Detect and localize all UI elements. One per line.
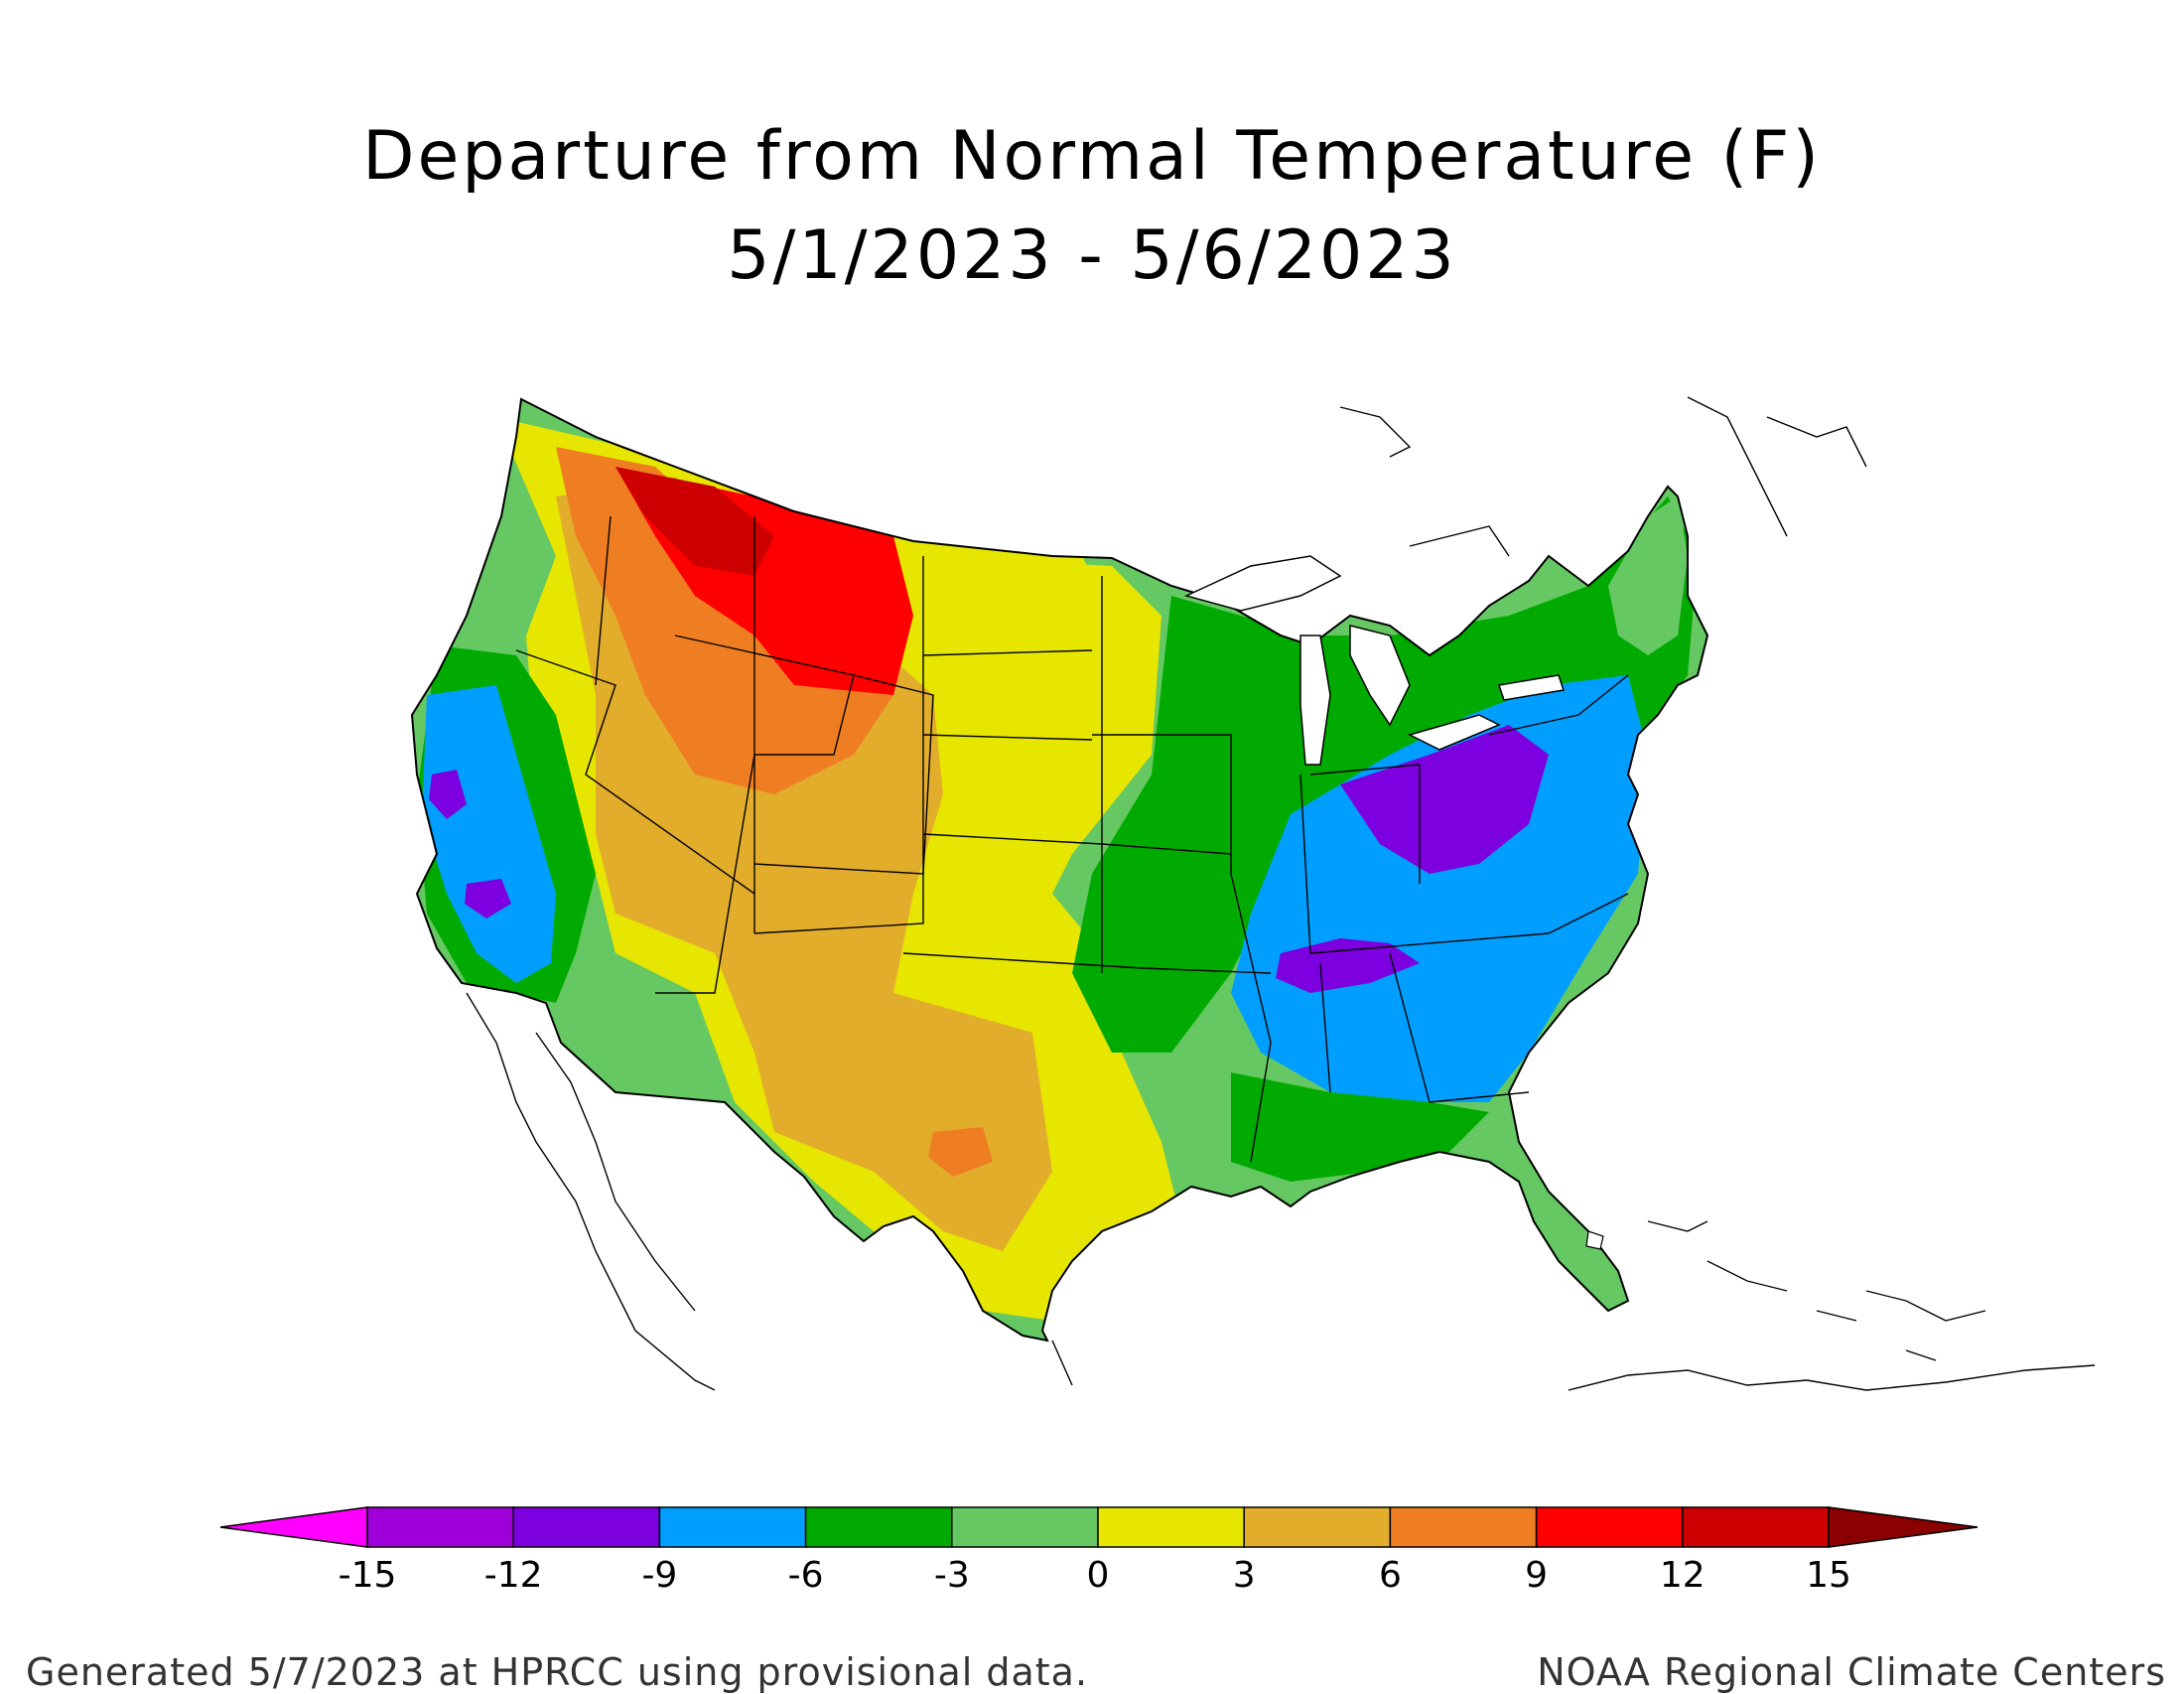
- legend-bin: [512, 1506, 661, 1548]
- zone-california-purple-1: [429, 770, 467, 819]
- legend-bin: [1389, 1506, 1538, 1548]
- legend-bins: [366, 1506, 1830, 1548]
- legend-tick-label: 12: [1660, 1555, 1706, 1596]
- legend-bin: [1243, 1506, 1392, 1548]
- state-borders: [515, 515, 1629, 1163]
- legend-tick-label: -12: [484, 1555, 543, 1596]
- zone-texas-orange: [928, 1127, 993, 1177]
- legend-tick-label: 3: [1233, 1555, 1256, 1596]
- legend-bin: [1535, 1506, 1684, 1548]
- generated-note: Generated 5/7/2023 at HPRCC using provis…: [26, 1650, 1089, 1694]
- legend-arrow-low: [219, 1506, 368, 1548]
- legend-bin: [366, 1506, 514, 1548]
- legend-tick-label: -3: [934, 1555, 970, 1596]
- legend-bin: [1682, 1506, 1830, 1548]
- lake-superior: [1183, 555, 1342, 612]
- legend-bin: [951, 1506, 1099, 1548]
- neighbor-coastlines: [466, 396, 2096, 1391]
- zone-montana-dark-red: [615, 467, 774, 576]
- map-date-range: 5/1/2023 - 5/6/2023: [727, 216, 1457, 295]
- zone-california-blue: [422, 685, 556, 983]
- legend-bin: [658, 1506, 807, 1548]
- zone-plains-yellow: [933, 556, 1161, 953]
- great-lakes: [1183, 555, 1565, 766]
- lake-ontario: [1498, 674, 1565, 701]
- legend-tick-labels: -15 -12 -9 -6 -3 0 3 6 9 12 15: [339, 1555, 1851, 1596]
- legend-tick-label: -9: [641, 1555, 677, 1596]
- lake-okeechobee: [1585, 1230, 1604, 1250]
- legend-bin: [1097, 1506, 1245, 1548]
- zone-deep-south-green: [1231, 1072, 1489, 1182]
- legend-tick-label: 6: [1379, 1555, 1402, 1596]
- zone-east-blue: [1231, 675, 1648, 1102]
- zone-new-england-light-green: [1608, 496, 1688, 655]
- lake-erie: [1407, 714, 1501, 751]
- source-credit: NOAA Regional Climate Centers: [1537, 1650, 2166, 1694]
- zone-california-purple-2: [465, 879, 511, 918]
- zone-rockies-orange: [556, 447, 893, 794]
- zone-ohio-valley-purple: [1340, 725, 1549, 874]
- lake-michigan: [1299, 635, 1331, 766]
- legend-tick-label: 15: [1806, 1555, 1851, 1596]
- legend-arrow-high: [1828, 1506, 1979, 1548]
- temperature-zones: [412, 399, 1707, 1341]
- map-title: Departure from Normal Temperature (F): [362, 117, 1822, 196]
- legend-tick-label: 9: [1525, 1555, 1548, 1596]
- zone-tennessee-purple: [1276, 938, 1420, 993]
- lake-huron: [1349, 625, 1411, 727]
- legend-tick-label: -6: [788, 1555, 824, 1596]
- legend-tick-label: -15: [339, 1555, 397, 1596]
- legend-tick-label: 0: [1087, 1555, 1110, 1596]
- legend-bin: [804, 1506, 953, 1548]
- caribbean-islands: [1647, 1220, 1986, 1361]
